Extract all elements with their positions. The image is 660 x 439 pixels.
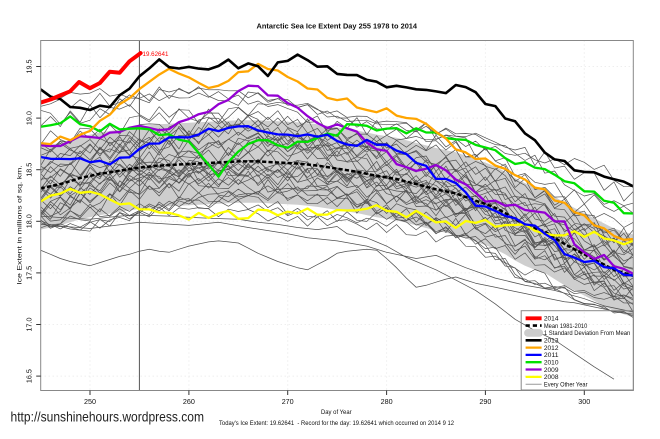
svg-text:2009: 2009 — [544, 367, 559, 374]
svg-text:1 Standard Deviation From Mean: 1 Standard Deviation From Mean — [544, 330, 631, 337]
svg-text:290: 290 — [479, 397, 491, 406]
svg-text:270: 270 — [282, 397, 294, 406]
svg-text:Mean 1981-2010: Mean 1981-2010 — [544, 323, 588, 330]
svg-text:2013: 2013 — [544, 338, 559, 345]
svg-text:260: 260 — [183, 397, 195, 406]
svg-text:2008: 2008 — [544, 374, 559, 381]
svg-text:Ice Extent in millions of sq.: Ice Extent in millions of sq. km. — [16, 165, 23, 285]
svg-text:2014: 2014 — [544, 316, 559, 323]
svg-text:Day of Year: Day of Year — [321, 409, 352, 416]
svg-text:18.5: 18.5 — [25, 163, 34, 177]
svg-text:17.0: 17.0 — [25, 318, 34, 332]
svg-text:Every Other Year: Every Other Year — [544, 381, 588, 388]
svg-text:18.0: 18.0 — [25, 214, 34, 228]
svg-text:2011: 2011 — [544, 352, 559, 359]
svg-text:2012: 2012 — [544, 345, 559, 352]
svg-text:300: 300 — [578, 397, 590, 406]
svg-text:http://sunshinehours.wordpress: http://sunshinehours.wordpress.com — [11, 408, 205, 424]
svg-text:250: 250 — [84, 397, 96, 406]
svg-text:19.5: 19.5 — [25, 60, 34, 74]
svg-text:16.5: 16.5 — [25, 369, 34, 383]
svg-text:19.0: 19.0 — [25, 111, 34, 125]
svg-text:280: 280 — [381, 397, 393, 406]
svg-text:Today's Ice Extent: 19.62641: Today's Ice Extent: 19.62641 - Record fo… — [219, 420, 454, 427]
svg-text:19.62641: 19.62641 — [143, 51, 169, 58]
svg-text:17.5: 17.5 — [25, 266, 34, 280]
svg-text:2010: 2010 — [544, 360, 559, 367]
svg-text:Antarctic Sea Ice Extent Day 2: Antarctic Sea Ice Extent Day 255 1978 to… — [257, 21, 418, 30]
